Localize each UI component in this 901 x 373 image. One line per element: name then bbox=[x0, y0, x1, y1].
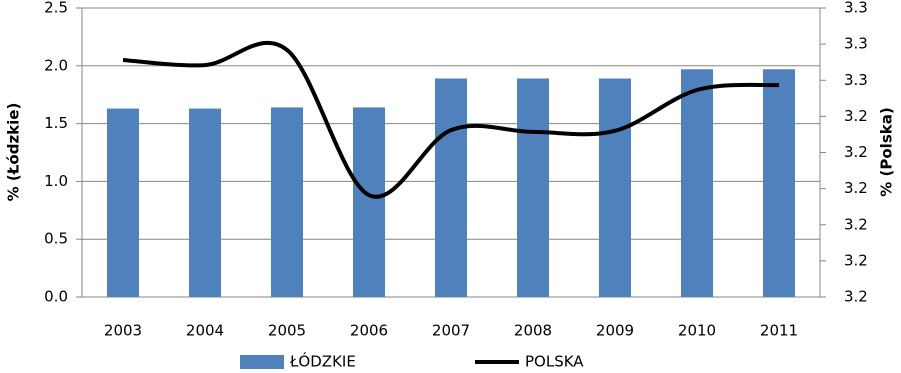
x-tick-label: 2009 bbox=[596, 322, 634, 340]
x-tick-label: 2011 bbox=[760, 322, 798, 340]
y2-tick-label: 3.2 bbox=[844, 107, 868, 125]
bar bbox=[353, 107, 385, 297]
y2-tick-label: 3.2 bbox=[844, 143, 868, 161]
x-tick-label: 2008 bbox=[514, 322, 552, 340]
x-tick-label: 2007 bbox=[432, 322, 470, 340]
bar bbox=[599, 78, 631, 298]
bar bbox=[763, 69, 795, 297]
y-axis-title: % (Łódzkie) bbox=[5, 103, 23, 202]
y2-tick-label: 3.2 bbox=[844, 288, 868, 306]
x-tick-label: 2010 bbox=[678, 322, 716, 340]
bar bbox=[517, 78, 549, 298]
y2-axis-title: % (Polska) bbox=[878, 107, 896, 196]
y-tick-label: 1.0 bbox=[44, 172, 68, 190]
y-tick-label: 0.5 bbox=[44, 230, 68, 248]
line bbox=[122, 41, 780, 199]
x-tick-label: 2003 bbox=[104, 322, 142, 340]
x-tick-label: 2006 bbox=[350, 322, 388, 340]
y-tick-label: 0.0 bbox=[44, 288, 68, 306]
y-tick-label: 2.0 bbox=[44, 56, 68, 74]
y2-tick-label: 3.2 bbox=[844, 215, 868, 233]
legend-swatch bbox=[240, 355, 284, 369]
bar bbox=[435, 78, 467, 298]
y-tick-label: 1.5 bbox=[44, 114, 68, 132]
bar bbox=[189, 108, 221, 298]
legend-label: POLSKA bbox=[525, 353, 584, 370]
y2-tick-label: 3.3 bbox=[844, 0, 868, 17]
y2-tick-label: 3.2 bbox=[844, 251, 868, 269]
bar bbox=[107, 108, 139, 298]
bar bbox=[681, 69, 713, 297]
legend-label: ŁÓDZKIE bbox=[289, 352, 356, 370]
y2-tick-label: 3.3 bbox=[844, 71, 868, 89]
bar bbox=[271, 107, 303, 297]
y-tick-label: 2.5 bbox=[44, 0, 68, 17]
y2-tick-label: 3.2 bbox=[844, 179, 868, 197]
x-tick-label: 2005 bbox=[268, 322, 306, 340]
y2-tick-label: 3.3 bbox=[844, 35, 868, 53]
x-tick-label: 2004 bbox=[186, 322, 224, 340]
